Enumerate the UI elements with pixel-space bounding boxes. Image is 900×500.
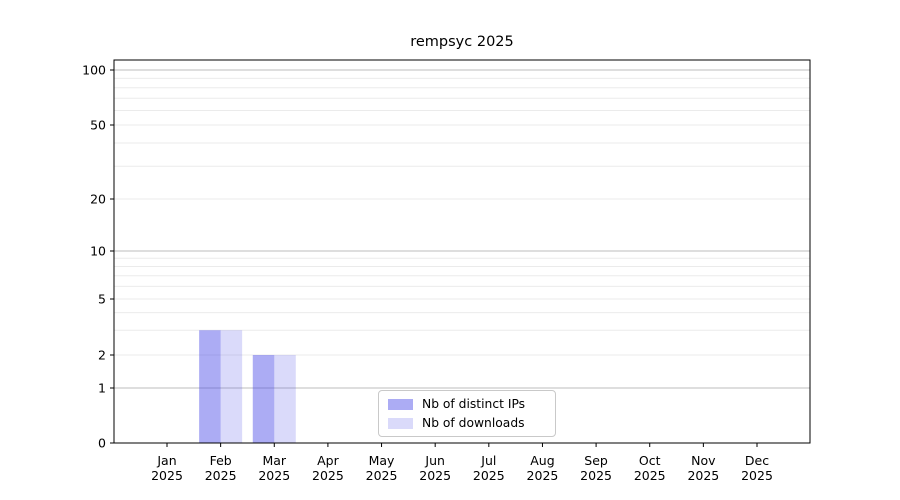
y-tick-label: 0 [98,436,106,451]
x-tick-label-year: 2025 [473,468,505,483]
bar-nb-of-downloads [220,330,243,443]
y-tick-label: 100 [82,63,106,78]
x-tick-label-month: Jul [480,453,496,468]
x-tick-label-year: 2025 [205,468,237,483]
legend-swatch-downloads-icon [388,417,413,429]
bar-nb-of-distinct-ips [199,330,221,443]
x-tick-label-month: Feb [210,453,232,468]
y-tick-label: 2 [98,348,106,363]
legend-swatch-distinct-ips-icon [388,398,413,410]
x-tick-label-year: 2025 [312,468,344,483]
y-tick-label: 10 [90,244,106,259]
legend: Nb of distinct IPs Nb of downloads [378,390,556,437]
x-tick-label-month: Sep [584,453,608,468]
legend-item-distinct-ips: Nb of distinct IPs [388,397,547,411]
x-tick-label-year: 2025 [634,468,666,483]
y-tick-label: 20 [90,192,106,207]
x-tick-label-year: 2025 [527,468,559,483]
y-tick-label: 5 [98,292,106,307]
x-tick-label-month: Dec [745,453,769,468]
legend-label-downloads: Nb of downloads [422,416,525,430]
x-tick-label-month: Aug [530,453,554,468]
x-tick-label-month: Jun [424,453,445,468]
x-tick-label-year: 2025 [741,468,773,483]
bar-nb-of-distinct-ips [252,355,275,443]
x-tick-label-year: 2025 [258,468,290,483]
x-tick-label-month: Apr [317,453,339,468]
y-tick-label: 1 [98,381,106,396]
x-tick-label-year: 2025 [419,468,451,483]
x-tick-label-month: Jan [156,453,176,468]
x-tick-label-month: Mar [262,453,286,468]
chart-title: rempsyc 2025 [410,34,514,50]
legend-label-distinct-ips: Nb of distinct IPs [422,397,526,411]
x-tick-label-year: 2025 [687,468,719,483]
x-tick-label-year: 2025 [366,468,398,483]
y-tick-label: 50 [90,118,106,133]
bar-nb-of-downloads [274,355,296,443]
x-tick-label-month: Nov [691,453,716,468]
x-tick-label-month: May [369,453,395,468]
legend-item-downloads: Nb of downloads [388,416,547,430]
x-tick-label-month: Oct [639,453,661,468]
x-tick-label-year: 2025 [580,468,612,483]
x-tick-label-year: 2025 [151,468,183,483]
